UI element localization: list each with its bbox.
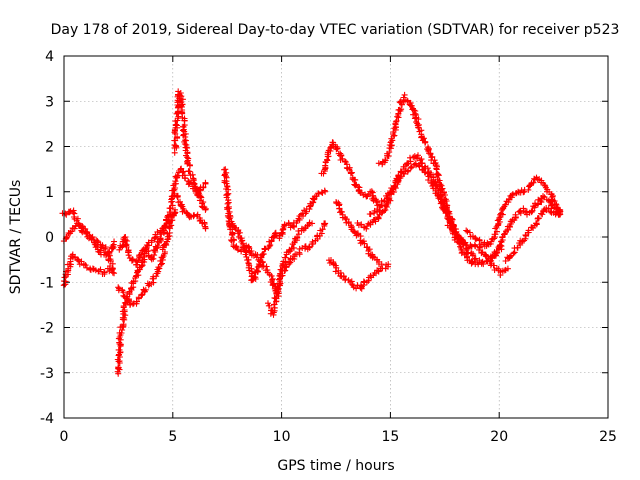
series-track-n [333, 199, 385, 268]
y-tick-label: -2 [40, 321, 54, 337]
plot-frame [63, 55, 609, 419]
series-markers [354, 160, 479, 268]
x-axis-label: GPS time / hours [277, 458, 394, 474]
series-track-f [116, 211, 176, 268]
y-tick-label: 0 [45, 230, 54, 246]
series-markers [171, 88, 209, 213]
series-markers [375, 91, 511, 279]
series-markers [221, 166, 316, 300]
series-track-l [318, 139, 381, 209]
series-track-g [171, 88, 209, 213]
series-track-k [265, 220, 329, 318]
y-axis-tick-labels: -4 -3 -2 -1 0 1 2 3 4 [40, 49, 54, 427]
y-tick-label: 4 [45, 49, 54, 65]
series-markers [116, 211, 176, 268]
x-axis-tick-labels: 0 5 10 15 20 25 [60, 429, 617, 445]
y-tick-label: 2 [45, 140, 54, 156]
x-tick-label: 20 [490, 429, 508, 445]
series-markers [173, 192, 209, 232]
series-track-m [326, 257, 392, 292]
series-track-q [354, 160, 479, 268]
y-tick-label: -3 [40, 366, 54, 382]
series-markers [318, 139, 381, 209]
x-tick-label: 15 [381, 429, 399, 445]
series-track-b [60, 251, 113, 289]
series-markers [226, 187, 329, 284]
series-track-s [487, 193, 564, 264]
series-track-t [502, 205, 564, 264]
x-tick-label: 5 [168, 429, 177, 445]
series-markers [502, 205, 564, 264]
chart-title: Day 178 of 2019, Sidereal Day-to-day VTE… [51, 22, 620, 38]
y-tick-label: 1 [45, 185, 54, 201]
y-tick-label: 3 [45, 94, 54, 110]
y-axis-label: SDTVAR / TECUs [8, 180, 24, 295]
series-track-o [375, 91, 511, 279]
y-tick-label: -4 [40, 411, 54, 427]
series-track-r [463, 174, 564, 250]
x-tick-label: 10 [273, 429, 291, 445]
series-markers [463, 174, 564, 250]
x-tick-label: 0 [60, 429, 69, 445]
series-markers [333, 199, 385, 268]
series-track-d [114, 165, 209, 377]
series-track-j [226, 187, 329, 284]
x-tick-label: 25 [599, 429, 617, 445]
data-points [59, 88, 564, 377]
series-track-i [221, 166, 316, 300]
y-tick-label: -1 [40, 275, 54, 291]
series-markers [326, 257, 392, 292]
series-track-h [173, 192, 209, 232]
series-markers [60, 251, 113, 289]
series-track-c [60, 220, 118, 259]
series-markers [114, 165, 209, 377]
series-markers [487, 193, 564, 264]
series-markers [60, 220, 118, 259]
series-markers [265, 220, 329, 318]
